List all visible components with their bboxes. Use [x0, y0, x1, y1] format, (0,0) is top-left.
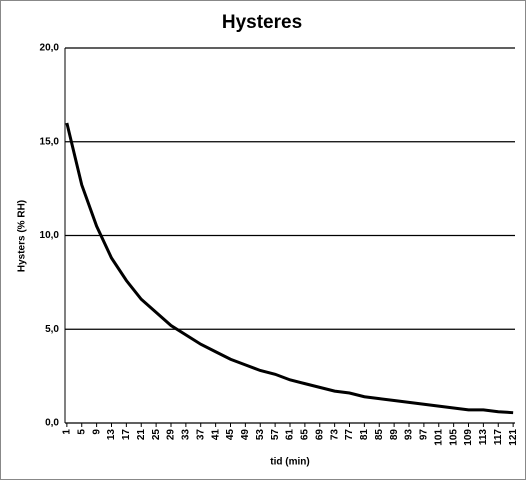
- x-tick-label: 69: [314, 429, 325, 441]
- line: [65, 122, 514, 415]
- y-tick-label: 0,0: [45, 418, 59, 429]
- x-tick-label: 17: [121, 429, 132, 441]
- y-tick-label: 20,0: [40, 43, 60, 54]
- x-tick-label: 29: [166, 429, 177, 441]
- y-tick-label: 15,0: [40, 136, 60, 147]
- x-tick-label: 97: [419, 429, 430, 441]
- x-tick-label: 85: [374, 429, 385, 441]
- x-tick-label: 101: [433, 429, 444, 446]
- x-tick-label: 37: [195, 429, 206, 441]
- y-tick-label: 5,0: [45, 324, 59, 335]
- x-tick-label: 61: [285, 429, 296, 441]
- x-tick-label: 25: [151, 429, 162, 441]
- y-axis-label: Hysters (% RH): [17, 200, 28, 272]
- x-tick-label: 57: [270, 429, 281, 441]
- x-tick-label: 1: [62, 429, 73, 435]
- x-tick-label: 113: [478, 429, 489, 446]
- x-tick-label: 93: [404, 429, 415, 441]
- x-axis-label: tid (min): [270, 457, 309, 468]
- x-tick-label: 117: [493, 429, 504, 446]
- x-tick-label: 13: [106, 429, 117, 441]
- y-tick-label: 10,0: [40, 230, 60, 241]
- x-tick-label: 81: [359, 429, 370, 441]
- chart-title: Hysteres: [222, 12, 302, 33]
- x-tick-label: 33: [181, 429, 192, 441]
- x-tick-label: 105: [448, 429, 459, 446]
- x-tick-label: 121: [508, 429, 519, 446]
- x-tick-label: 53: [255, 429, 266, 441]
- x-tick-label: 65: [300, 429, 311, 441]
- x-tick-label: 73: [329, 429, 340, 441]
- x-tick-label: 9: [91, 429, 102, 435]
- x-tick-label: 49: [240, 429, 251, 441]
- x-tick-label: 21: [136, 429, 147, 441]
- x-tick-label: 89: [389, 429, 400, 441]
- x-tick-label: 109: [463, 429, 474, 446]
- x-tick-label: 77: [344, 429, 355, 441]
- x-tick-label: 41: [210, 429, 221, 441]
- x-tick-label: 5: [76, 429, 87, 435]
- x-tick-label: 45: [225, 429, 236, 441]
